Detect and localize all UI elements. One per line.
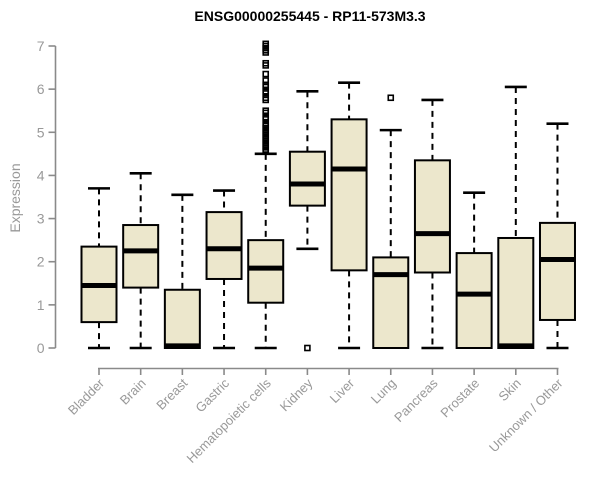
x-tick-label-kidney: Kidney xyxy=(277,375,316,414)
box-kidney xyxy=(288,150,326,207)
x-tick-label-pancreas: Pancreas xyxy=(391,375,441,425)
outlier-hematopoietic-cells xyxy=(262,40,270,48)
x-tick-label-gastric: Gastric xyxy=(192,375,232,415)
chart-title: ENSG00000255445 - RP11-573M3.3 xyxy=(194,8,426,24)
x-tick-label-brain: Brain xyxy=(117,376,149,408)
outlier-kidney xyxy=(304,344,311,352)
outlier-hematopoietic-cells xyxy=(262,77,270,84)
x-tick-label-liver: Liver xyxy=(327,375,358,406)
y-tick-label: 6 xyxy=(37,81,45,97)
y-tick-label: 3 xyxy=(37,211,45,227)
x-tick-label-prostate: Prostate xyxy=(437,376,482,421)
box-unknown-other xyxy=(538,221,576,321)
box-hematopoietic-cells xyxy=(247,239,285,304)
y-tick-label: 4 xyxy=(37,167,45,183)
box-pancreas xyxy=(413,159,451,274)
box-gastric xyxy=(205,211,243,280)
x-tick-label-skin: Skin xyxy=(495,376,523,404)
box-brain xyxy=(122,224,160,289)
y-tick-label: 5 xyxy=(37,124,45,140)
x-tick-label-bladder: Bladder xyxy=(65,375,108,418)
y-tick-label: 2 xyxy=(37,254,45,270)
outlier-hematopoietic-cells xyxy=(262,70,270,78)
x-tick-label-unknown-other: Unknown / Other xyxy=(486,375,566,455)
outlier-lung xyxy=(387,94,395,102)
box-skin xyxy=(497,236,535,349)
outlier-hematopoietic-cells xyxy=(262,59,270,67)
box-prostate xyxy=(455,252,493,349)
box-breast xyxy=(163,288,201,349)
outlier-hematopoietic-cells xyxy=(262,107,270,115)
box-lung xyxy=(372,256,410,349)
x-tick-label-lung: Lung xyxy=(368,376,399,407)
y-tick-label: 1 xyxy=(37,297,45,313)
box-liver xyxy=(330,118,368,272)
y-tick-label: 7 xyxy=(37,38,45,54)
y-tick-label: 0 xyxy=(37,340,45,356)
x-tick-label-breast: Breast xyxy=(153,375,190,412)
